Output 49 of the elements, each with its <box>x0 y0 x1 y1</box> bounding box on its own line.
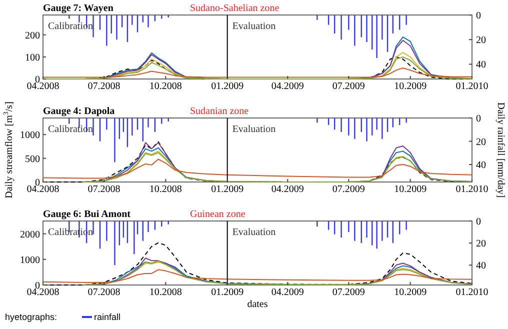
x-tick-label: 10.2009 <box>394 184 427 195</box>
y2-tick-label: 0 <box>476 114 481 124</box>
x-tick-label: 10.2008 <box>149 287 182 298</box>
y2-tick-label: 0 <box>476 10 481 22</box>
x-tick-label: 07.2008 <box>88 184 120 195</box>
x-tick-label: 10.2009 <box>394 81 427 92</box>
annotation: Evaluation <box>232 124 276 135</box>
legend-label: rainfall <box>94 312 121 322</box>
y2-tick-label: 20 <box>476 136 486 148</box>
y-tick-label: 100 <box>25 52 40 64</box>
x-tick-label: 01.2010 <box>456 287 488 298</box>
y-tick-label: 1000 <box>20 130 40 142</box>
x-tick-label: 01.2009 <box>211 184 244 195</box>
annotation: Evaluation <box>232 227 276 238</box>
legend-title: hyetographs: <box>5 312 58 322</box>
y2-tick-label: 40 <box>476 160 486 172</box>
y2-tick-label: 20 <box>476 238 486 250</box>
chart-title: Gauge 6: Bui Amont <box>43 209 132 220</box>
chart-subtitle: Sudanian zone <box>190 106 250 117</box>
y-tick-label: 1000 <box>20 254 40 266</box>
x-tick-label: 01.2010 <box>456 81 488 92</box>
x-tick-label: 07.2009 <box>332 184 365 195</box>
x-tick-label: 07.2008 <box>88 81 120 92</box>
x-tick-label: 07.2008 <box>88 287 120 298</box>
x-tick-label: 01.2009 <box>211 81 244 92</box>
x-tick-label: 01.2010 <box>456 184 488 195</box>
y2-tick-label: 40 <box>476 260 486 272</box>
x-tick-label: 10.2008 <box>149 184 182 195</box>
y2-tick-label: 0 <box>476 216 481 228</box>
x-tick-label: 01.2009 <box>211 287 244 298</box>
chart-title: Gauge 4: Dapola <box>43 106 115 117</box>
chart-subtitle: Sudano-Sahelian zone <box>190 3 280 14</box>
y-tick-label: 500 <box>25 154 40 165</box>
x-tick-label: 10.2008 <box>149 81 182 92</box>
y2-axis-title: Daily rainfall [mm/day] <box>495 102 506 198</box>
y-tick-label: 200 <box>25 30 40 42</box>
x-axis-title: dates <box>247 299 268 310</box>
x-tick-label: 04.2009 <box>271 287 304 298</box>
x-tick-label: 04.2009 <box>271 81 304 92</box>
x-tick-label: 07.2009 <box>332 81 365 92</box>
x-tick-label: 07.2009 <box>332 287 365 298</box>
y2-tick-label: 40 <box>476 60 486 71</box>
x-tick-label: 10.2009 <box>394 287 427 298</box>
chart-subtitle: Guinean zone <box>190 209 246 220</box>
chart-title: Gauge 7: Wayen <box>43 3 114 14</box>
y-tick-label: 2000 <box>20 229 40 240</box>
x-tick-label: 04.2009 <box>271 184 304 195</box>
y2-tick-label: 20 <box>476 35 486 46</box>
annotation: Evaluation <box>232 21 276 32</box>
